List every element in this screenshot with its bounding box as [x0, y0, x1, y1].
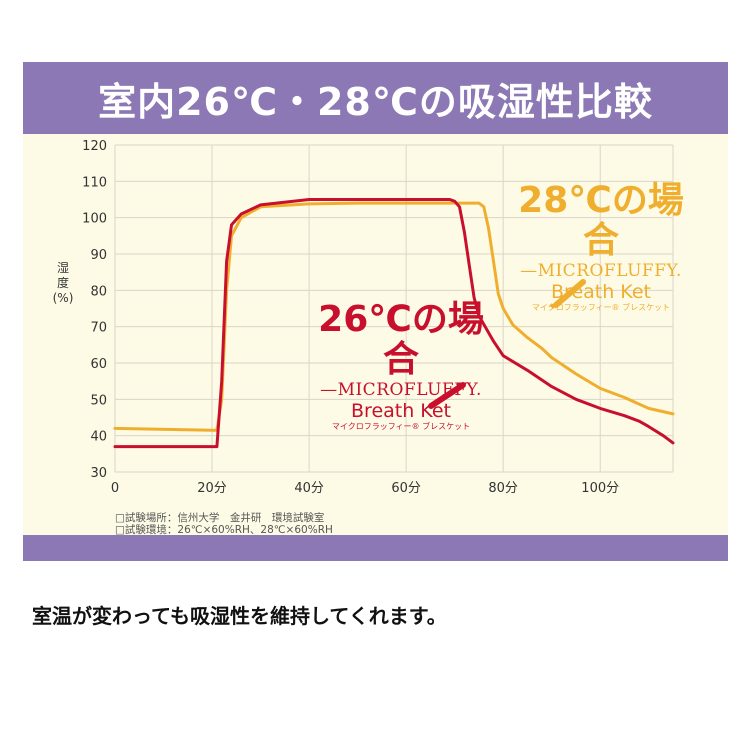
- legend-26-brand: —MICROFLUFFY.: [320, 380, 482, 400]
- legend-26-kana: マイクロフラッフィー® ブレスケット: [331, 422, 471, 431]
- chart-panel: 室内26℃・28℃の吸湿性比較 30 40 50 60 70 80 90 100 110 120 0…: [23, 62, 728, 561]
- x-tick-label: 0: [111, 481, 119, 496]
- x-tick-label: 100分: [581, 481, 619, 496]
- legend-26-product: Breath Ket: [351, 400, 451, 422]
- legend-26-label: 26℃の場合: [318, 299, 484, 380]
- x-tick-label: 60分: [391, 481, 421, 496]
- series-line-28c: [113, 201, 675, 432]
- y-tick-label: 60: [90, 357, 107, 372]
- humidity-chart: 30 40 50 60 70 80 90 100 110 120 0 20分 40分 60分 80分 100分…: [53, 139, 675, 496]
- x-tick-label: 80分: [488, 481, 518, 496]
- legend-28-brand: —MICROFLUFFY.: [520, 261, 682, 281]
- legend-28-label: 28℃の場合: [518, 180, 684, 261]
- y-tick-label: 40: [90, 430, 107, 445]
- y-axis-label: (%): [53, 291, 74, 305]
- y-tick-label: 50: [90, 393, 107, 408]
- legend-26: 26℃の場合 —MICROFLUFFY. Breath Ket マイクロフラッフ…: [311, 300, 491, 432]
- arrow-28-shaft: [553, 279, 586, 308]
- axes: 30 40 50 60 70 80 90 100 110 120 0 20分 40分 60分 80分 100分…: [53, 139, 620, 496]
- chart-title: 室内26℃・28℃の吸湿性比較: [98, 79, 653, 124]
- y-axis-label: 湿: [57, 260, 69, 275]
- legend-arrows: [428, 279, 586, 409]
- x-tick-label: 40分: [294, 481, 324, 496]
- x-tick-label: 20分: [197, 481, 227, 496]
- title-banner: 室内26℃・28℃の吸湿性比較: [23, 62, 728, 134]
- caption: 室温が変わっても吸湿性を維持してくれます。: [32, 604, 447, 628]
- note-environment: □試験環境：26℃×60%RH、28℃×60%RH: [115, 524, 333, 536]
- bottom-bar: [23, 535, 728, 561]
- y-tick-label: 110: [82, 175, 107, 190]
- note-location: □試験場所：信州大学 金井研 環境試験室: [115, 512, 325, 524]
- y-tick-label: 100: [82, 212, 107, 227]
- y-tick-label: 70: [90, 321, 107, 336]
- legend-28: 28℃の場合 —MICROFLUFFY. Breath Ket マイクロフラッフ…: [511, 181, 691, 313]
- series-line-26c: [113, 198, 675, 449]
- y-tick-label: 120: [82, 139, 107, 154]
- grid: [114, 144, 674, 473]
- legend-28-kana: マイクロフラッフィー® ブレスケット: [531, 303, 671, 312]
- y-tick-label: 80: [90, 284, 107, 299]
- arrow-26-shaft: [428, 382, 466, 409]
- y-tick-label: 90: [90, 248, 107, 263]
- series-lines: [113, 198, 675, 449]
- legend-28-product: Breath Ket: [551, 281, 651, 303]
- y-axis-label: 度: [57, 275, 69, 290]
- y-tick-label: 30: [90, 466, 107, 481]
